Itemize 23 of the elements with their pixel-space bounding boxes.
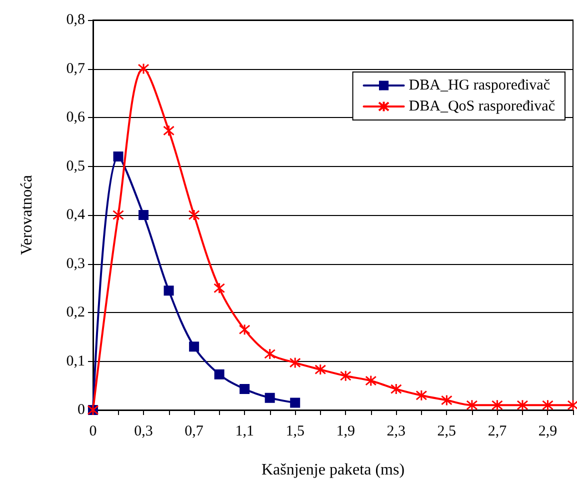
y-tick-label: 0,6 (66, 110, 86, 126)
y-tick-label: 0,8 (66, 12, 85, 28)
x-tick-label: 2,3 (386, 424, 406, 440)
y-tick-label: 0,7 (66, 60, 86, 77)
y-tick-label: 0,4 (66, 207, 86, 223)
x-tick-label: 2,9 (538, 424, 558, 440)
x-tick-label: 1,9 (336, 424, 356, 440)
y-tick-label: 0,5 (66, 158, 85, 174)
y-axis-title: Verovatnoća (18, 175, 36, 255)
x-tick-label: 2,5 (437, 424, 456, 440)
x-tick-label: 0 (89, 424, 97, 440)
legend-label: DBA_QoS raspoređivač (408, 98, 556, 114)
x-tick-label: 1,1 (235, 424, 254, 440)
y-tick-label: 0,1 (66, 353, 85, 370)
y-tick-label: 0 (78, 402, 85, 418)
x-tick-label: 0,3 (134, 424, 153, 440)
legend-label: DBA_HG raspoređivač (408, 78, 550, 94)
x-axis-title: Kašnjenje paketa (ms) (261, 462, 405, 478)
x-tick-label: 0,7 (184, 424, 204, 440)
x-tick-label: 2,7 (488, 424, 508, 440)
y-tick-label: 0,3 (66, 256, 85, 272)
x-tick-label: 1,5 (286, 424, 304, 440)
y-tick-label: 0,2 (66, 304, 85, 320)
